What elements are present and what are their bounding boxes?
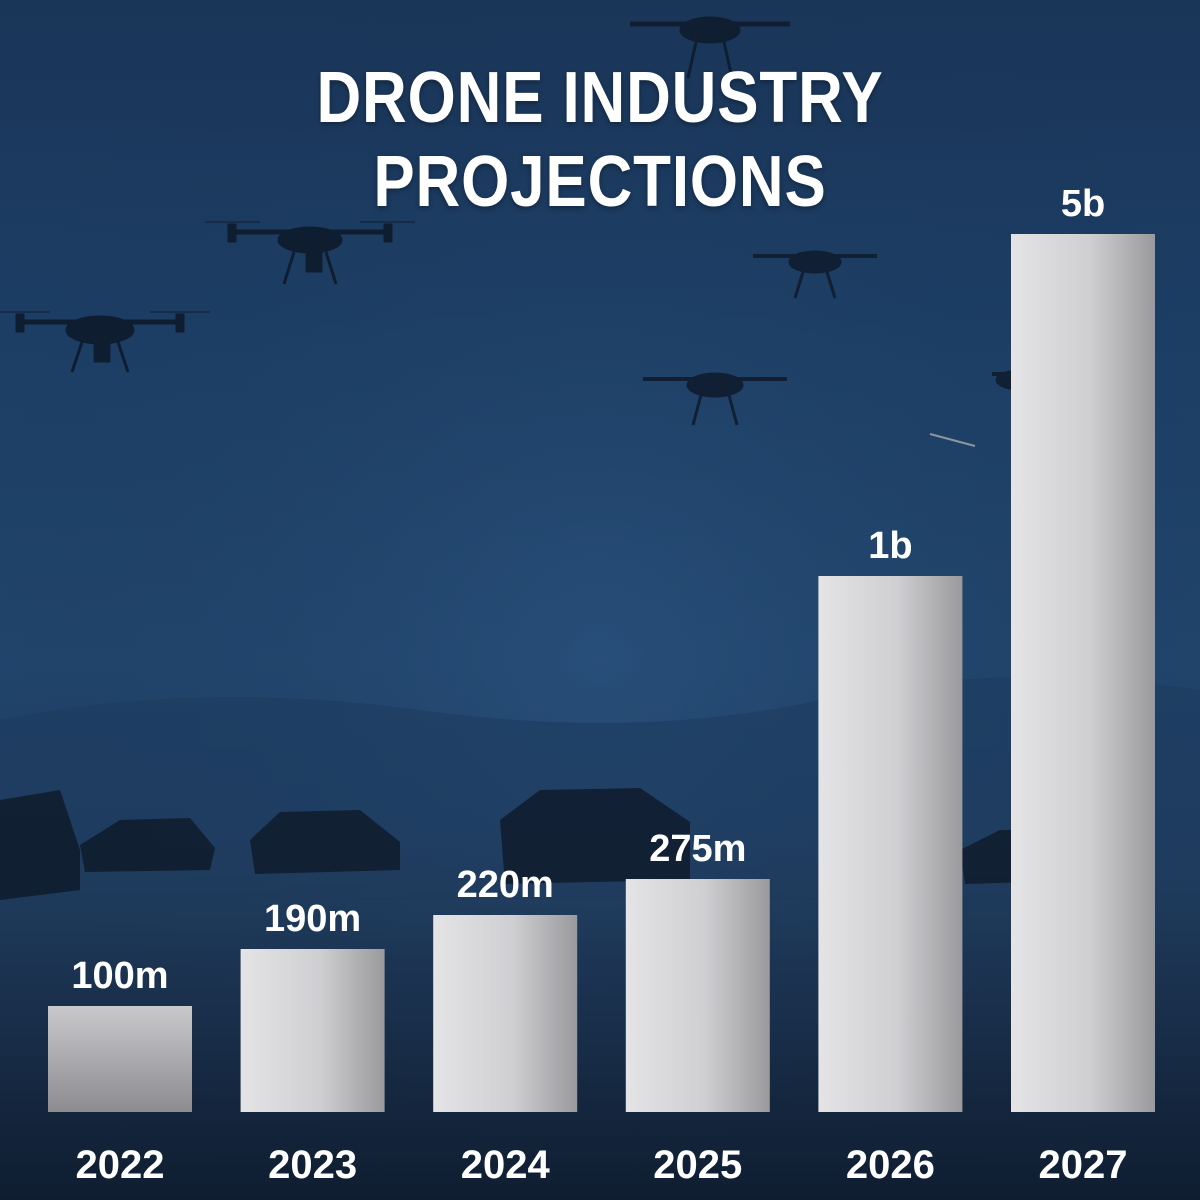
drone-icon — [205, 221, 415, 285]
bar-value-label: 190m — [264, 898, 361, 940]
drone-icon — [0, 311, 210, 373]
drone-icon — [753, 250, 877, 299]
x-tick-label: 2027 — [1039, 1143, 1128, 1187]
chart-title: DRONE INDUSTRY PROJECTIONS — [316, 58, 884, 222]
bar-2027 — [1011, 234, 1155, 1112]
bar-value-label: 275m — [649, 828, 746, 870]
bar-value-label: 100m — [71, 955, 168, 997]
bar-value-label: 5b — [1061, 183, 1105, 225]
bar-2023 — [240, 949, 385, 1112]
bar-2022 — [48, 1006, 192, 1112]
tracer-streak — [929, 433, 976, 447]
x-tick-label: 2026 — [846, 1143, 935, 1187]
x-tick-label: 2025 — [653, 1143, 742, 1187]
bar-value-label: 1b — [868, 525, 912, 567]
drone-icon — [630, 16, 790, 79]
bar-2025 — [625, 879, 770, 1112]
bar-2024 — [433, 915, 578, 1112]
x-tick-label: 2022 — [76, 1143, 165, 1187]
bar-value-label: 220m — [457, 864, 554, 906]
bar-2026 — [818, 576, 963, 1112]
x-tick-label: 2024 — [461, 1143, 551, 1187]
drone-icon — [643, 372, 787, 426]
x-tick-label: 2023 — [268, 1143, 357, 1187]
